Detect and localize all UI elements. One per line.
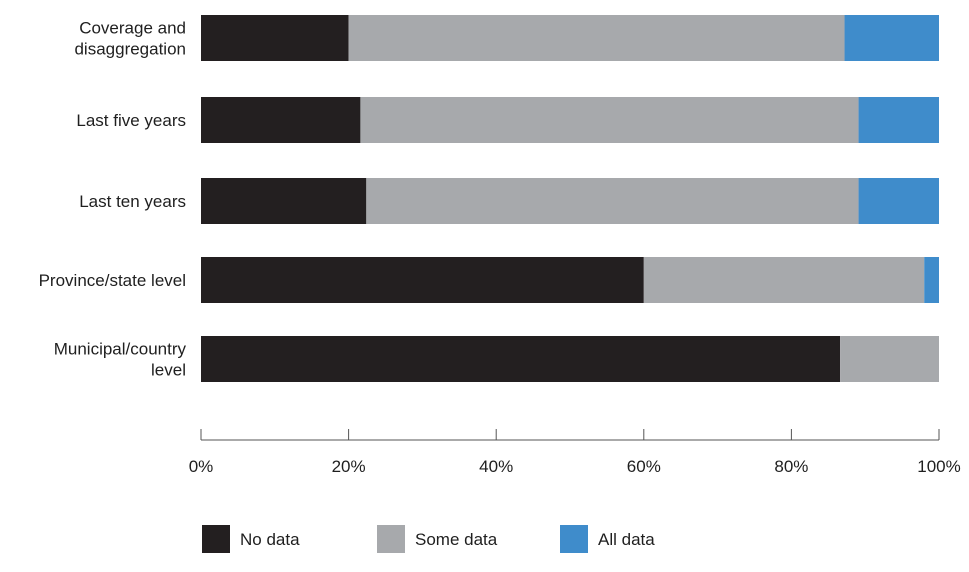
category-label: Province/state level: [39, 271, 186, 290]
category-labels: Coverage and disaggregation Last five year…: [39, 19, 187, 380]
bar-segment-all-data: [858, 178, 939, 224]
bar-segment-all-data: [924, 257, 939, 303]
bar-segment-some-data: [840, 336, 939, 382]
legend-swatch-some-data: [377, 525, 405, 553]
category-label-line: Coverage and: [79, 19, 186, 38]
bar-segment-no-data: [201, 336, 841, 382]
bar-segment-no-data: [201, 15, 349, 61]
category-label: Last five years: [76, 111, 186, 130]
x-tick-label: 100%: [917, 457, 960, 476]
bars-layer: [201, 15, 939, 382]
x-tick-label: 20%: [332, 457, 366, 476]
category-label: Coverage and disaggregation: [74, 19, 186, 59]
legend-label-no-data: No data: [240, 530, 300, 549]
legend-swatch-no-data: [202, 525, 230, 553]
category-label: Municipal/country level: [54, 340, 187, 380]
bar-segment-some-data: [348, 15, 845, 61]
x-tick-label: 0%: [189, 457, 214, 476]
bar-segment-no-data: [201, 97, 361, 143]
bar-segment-some-data: [366, 178, 859, 224]
x-axis: 0% 20% 40% 60% 80% 100%: [189, 429, 961, 476]
bar-segment-some-data: [643, 257, 925, 303]
category-label-line: level: [151, 361, 186, 380]
x-tick-label: 40%: [479, 457, 513, 476]
x-tick-label: 60%: [627, 457, 661, 476]
bar-segment-all-data: [858, 97, 939, 143]
bar-segment-all-data: [844, 15, 939, 61]
legend-label-all-data: All data: [598, 530, 655, 549]
category-label: Last ten years: [79, 192, 186, 211]
bar-segment-some-data: [360, 97, 859, 143]
category-label-line: Last ten years: [79, 192, 186, 211]
legend-swatch-all-data: [560, 525, 588, 553]
category-label-line: Municipal/country: [54, 340, 187, 359]
legend-label-some-data: Some data: [415, 530, 498, 549]
category-label-line: Province/state level: [39, 271, 186, 290]
category-label-line: disaggregation: [74, 40, 186, 59]
bar-segment-no-data: [201, 257, 644, 303]
legend: No data Some data All data: [202, 525, 655, 553]
category-label-line: Last five years: [76, 111, 186, 130]
bar-segment-no-data: [201, 178, 367, 224]
x-tick-label: 80%: [774, 457, 808, 476]
